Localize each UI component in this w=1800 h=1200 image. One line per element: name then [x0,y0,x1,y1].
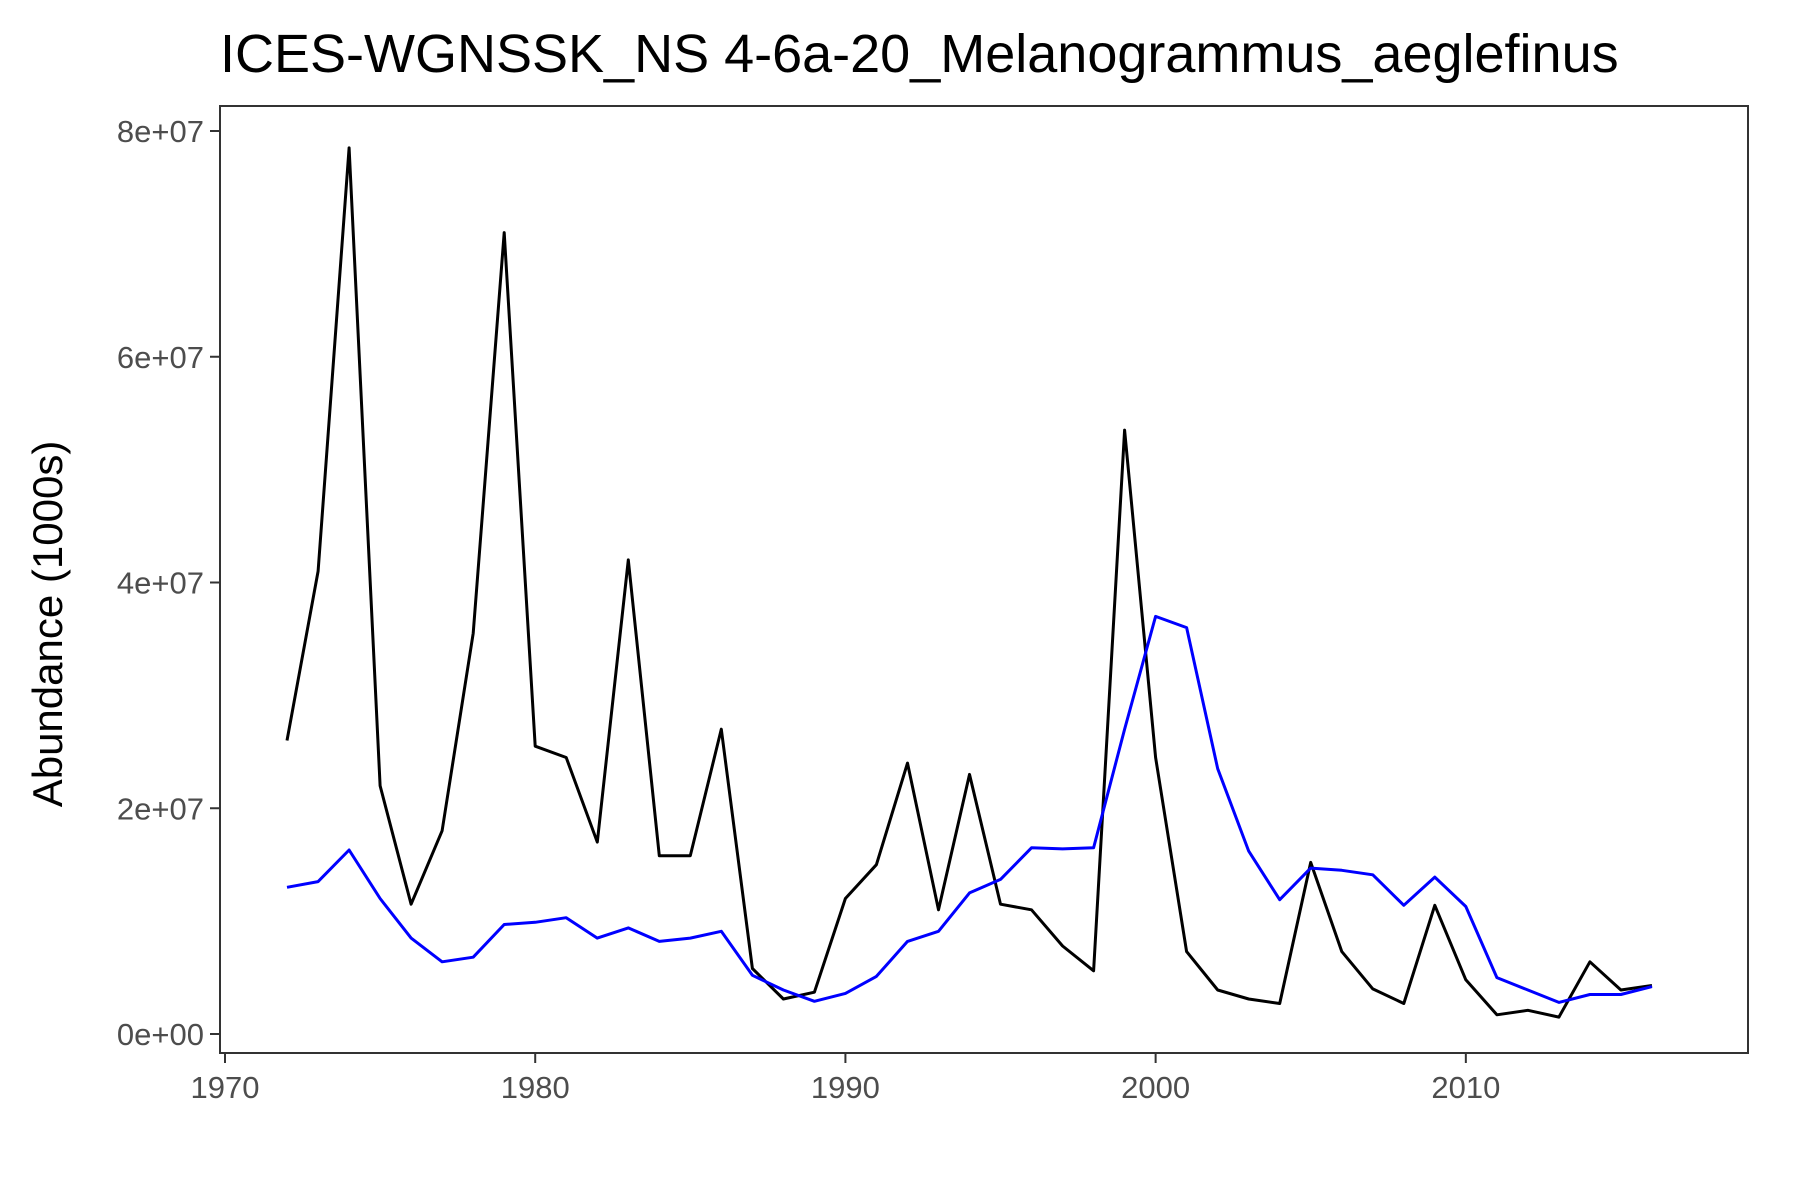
y-tick-label: 4e+07 [117,566,204,601]
panel-border [219,105,1749,1054]
x-tick-label: 2000 [1121,1070,1190,1105]
series-line-2 [286,614,1653,1004]
y-tick-label: 8e+07 [117,114,204,149]
plot-area [285,146,1653,1019]
y-tick-label: 0e+00 [117,1017,204,1052]
series-line-1 [285,146,1653,1019]
y-axis-label: Abundance (1000s) [24,441,71,808]
chart-title: ICES-WGNSSK_NS 4-6a-20_Melanogrammus_aeg… [220,24,1619,84]
x-tick-label: 1980 [501,1070,570,1105]
x-tick-label: 1970 [191,1070,260,1105]
x-tick-label: 2010 [1431,1070,1500,1105]
y-tick-label: 6e+07 [117,340,204,375]
y-tick-label: 2e+07 [117,791,204,826]
x-tick-label: 1990 [811,1070,880,1105]
axes: 1970 1980 1990 2000 2010 0e+00 2e+07 4e+07 6e+07… [117,114,1500,1105]
